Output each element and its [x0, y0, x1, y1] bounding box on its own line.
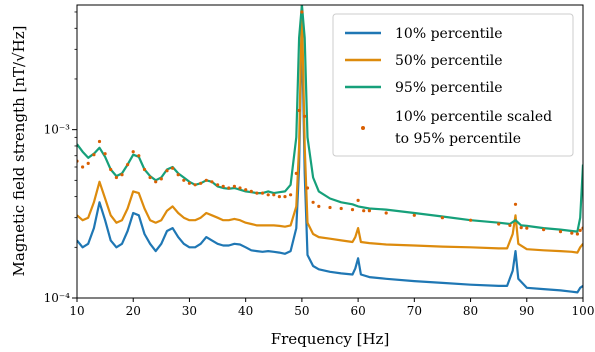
data-point: [238, 186, 242, 190]
legend: 10% percentile 50% percentile 95% percen…: [332, 13, 574, 157]
series-scaled-dots: [77, 10, 583, 236]
data-point: [154, 180, 158, 184]
data-point: [570, 231, 574, 235]
data-point: [97, 139, 102, 144]
data-point: [294, 171, 298, 175]
series-layer: [77, 5, 583, 294]
data-point: [216, 183, 220, 187]
x-tick-label: 100: [572, 304, 595, 318]
legend-swatch-scaled: [361, 126, 365, 130]
data-point: [311, 200, 315, 204]
data-point: [159, 177, 163, 181]
data-point: [176, 173, 180, 177]
data-point: [182, 178, 186, 182]
data-point: [109, 167, 113, 172]
data-point: [362, 209, 366, 213]
data-point: [210, 180, 214, 184]
legend-label-95: 95% percentile: [395, 80, 503, 96]
data-point: [578, 228, 582, 232]
data-point: [142, 167, 147, 172]
data-point: [171, 166, 175, 170]
data-point: [131, 150, 135, 154]
data-point: [525, 226, 529, 230]
legend-label-10: 10% percentile: [395, 26, 503, 42]
data-point: [303, 114, 307, 118]
data-point: [81, 165, 85, 169]
data-point: [367, 209, 371, 213]
data-point: [542, 228, 546, 232]
data-point: [277, 195, 281, 199]
data-point: [114, 175, 118, 180]
data-point: [283, 195, 287, 199]
data-point: [187, 181, 191, 185]
data-point: [440, 216, 444, 220]
y-tick-label: 10⁻³: [44, 123, 71, 137]
data-point: [575, 232, 580, 236]
data-point: [558, 230, 563, 234]
data-point: [86, 161, 90, 165]
data-point: [221, 184, 225, 188]
plot-frame: [76, 4, 584, 299]
x-tick-label: 80: [463, 304, 478, 318]
y-axis-title: Magnetic field strength [nT/√Hz]: [10, 26, 28, 277]
data-point: [339, 206, 343, 211]
data-point: [232, 184, 236, 188]
series-line-1: [77, 5, 583, 254]
data-point: [165, 169, 169, 173]
x-tick-label: 10: [69, 304, 84, 318]
data-point: [272, 193, 276, 197]
data-point: [305, 186, 310, 190]
data-point: [148, 175, 152, 180]
legend-label-50: 50% percentile: [395, 53, 503, 69]
data-point: [249, 189, 253, 193]
data-point: [199, 181, 203, 185]
data-point: [137, 154, 141, 158]
legend-label-scaled-line2: to 95% percentile: [395, 131, 521, 147]
data-point: [497, 222, 501, 226]
data-point: [328, 205, 332, 210]
tick-layer: 10 20 30 40 50 60 70 80 90 100 10⁻⁴ 10⁻³: [44, 11, 595, 318]
data-point: [297, 108, 301, 113]
data-point: [120, 173, 124, 177]
data-point: [384, 211, 388, 215]
data-point: [317, 204, 321, 208]
data-point: [204, 178, 208, 182]
series-line-0: [77, 23, 583, 294]
data-point: [266, 193, 270, 197]
legend-box: [332, 13, 574, 157]
data-point: [350, 208, 355, 212]
x-tick-label: 90: [519, 304, 534, 318]
data-point: [244, 188, 248, 192]
data-point: [227, 186, 231, 190]
x-tick-label: 40: [238, 304, 253, 318]
x-tick-label: 70: [407, 304, 422, 318]
data-point: [193, 183, 197, 187]
x-tick-label: 60: [350, 304, 365, 318]
data-point: [356, 198, 360, 202]
data-point: [92, 153, 96, 157]
data-point: [255, 191, 259, 195]
data-point: [126, 163, 130, 167]
x-tick-label: 50: [294, 304, 309, 318]
x-axis-title: Frequency [Hz]: [271, 330, 390, 348]
data-point: [519, 226, 523, 230]
x-tick-label: 20: [126, 304, 141, 318]
y-tick-label: 10⁻⁴: [44, 291, 71, 305]
data-point: [469, 218, 473, 222]
legend-label-scaled-line1: 10% percentile scaled: [395, 109, 552, 125]
data-point: [103, 152, 107, 156]
data-point: [513, 202, 518, 206]
data-point: [289, 193, 293, 197]
data-point: [260, 191, 265, 195]
data-point: [508, 223, 512, 227]
x-tick-label: 30: [182, 304, 197, 318]
data-point: [412, 213, 416, 217]
data-point: [300, 10, 304, 14]
